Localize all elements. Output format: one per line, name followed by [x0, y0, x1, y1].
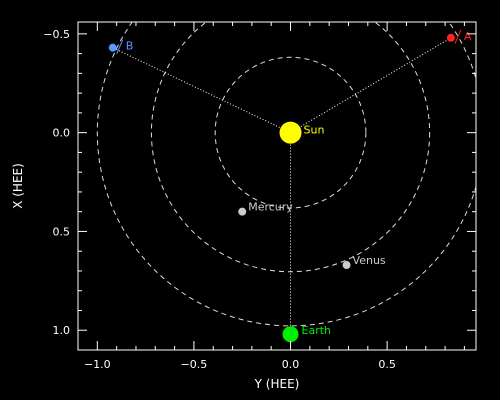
label-a: A — [464, 30, 472, 43]
x-tick-label: −1.0 — [84, 358, 111, 371]
orbit-ring-3 — [96, 22, 476, 327]
point-earth — [282, 326, 299, 343]
label-earth: Earth — [302, 324, 332, 337]
label-sun: Sun — [304, 124, 325, 137]
x-axis-label: Y (HEE) — [254, 377, 300, 391]
x-tick-label: 0.5 — [378, 358, 396, 371]
label-mercury: Mercury — [248, 201, 293, 214]
spacecraft-mark-b — [116, 39, 124, 54]
line-sun-to-a — [290, 37, 452, 134]
label-b: B — [126, 40, 134, 53]
sight-lines — [112, 37, 452, 335]
point-mercury — [238, 207, 247, 216]
y-tick-label: 1.0 — [53, 324, 71, 337]
y-tick-label: −0.5 — [43, 28, 70, 41]
plot-frame — [77, 21, 477, 351]
point-sun — [279, 121, 302, 144]
bodies: Sun Mercury Venus Earth A B — [108, 29, 472, 343]
axis-ticks: −1.0 −0.5 0.0 0.5 −0.5 0.0 0.5 1.0 — [43, 22, 476, 371]
x-tick-label: 0.0 — [282, 358, 300, 371]
y-tick-label: 0.5 — [53, 225, 71, 238]
x-tick-label: −0.5 — [181, 358, 208, 371]
point-venus — [342, 261, 351, 270]
spacecraft-mark-a — [454, 29, 462, 45]
label-venus: Venus — [353, 254, 386, 267]
orbit-ring-2 — [150, 22, 431, 273]
y-tick-label: 0.0 — [53, 127, 71, 140]
point-a — [446, 33, 455, 42]
y-axis-label: X (HEE) — [11, 163, 25, 209]
point-b — [108, 43, 117, 52]
